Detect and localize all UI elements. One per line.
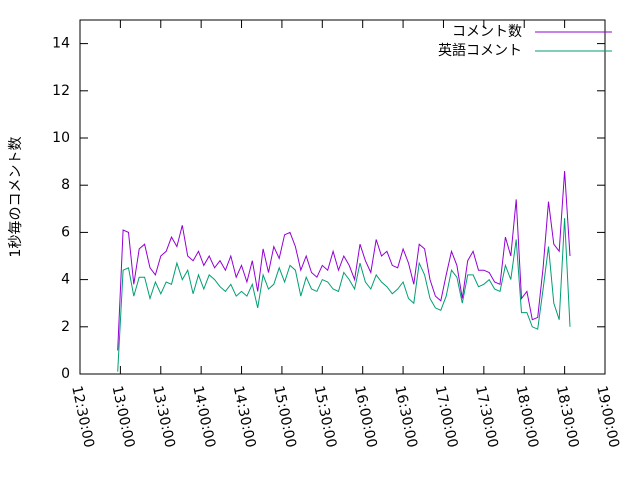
y-tick-label: 8 bbox=[61, 177, 70, 193]
y-axis-label: 1秒毎のコメント数 bbox=[8, 137, 24, 258]
x-tick-label: 18:30:00 bbox=[553, 384, 582, 449]
x-tick-label: 13:30:00 bbox=[149, 384, 178, 449]
y-tick-label: 10 bbox=[52, 130, 70, 146]
x-tick-label: 19:00:00 bbox=[593, 384, 622, 449]
y-tick-label: 2 bbox=[61, 319, 70, 335]
x-tick-label: 12:30:00 bbox=[68, 384, 97, 449]
y-tick-label: 6 bbox=[61, 224, 70, 240]
x-tick-label: 15:30:00 bbox=[310, 384, 339, 449]
x-tick-label: 17:00:00 bbox=[432, 384, 461, 449]
x-tick-label: 13:00:00 bbox=[109, 384, 138, 449]
x-tick-label: 16:00:00 bbox=[351, 384, 380, 449]
x-tick-label: 16:30:00 bbox=[391, 384, 420, 449]
y-tick-label: 14 bbox=[52, 36, 70, 52]
series-line bbox=[117, 170, 571, 351]
x-tick-label: 15:00:00 bbox=[270, 384, 299, 449]
x-tick-label: 17:30:00 bbox=[472, 384, 501, 449]
y-tick-label: 4 bbox=[61, 272, 70, 288]
plot-border bbox=[79, 19, 606, 375]
x-tick-label: 14:00:00 bbox=[189, 384, 218, 449]
x-tick-label: 14:30:00 bbox=[230, 384, 259, 449]
legend-label: 英語コメント bbox=[438, 42, 522, 59]
x-tick-label: 18:00:00 bbox=[512, 384, 541, 449]
y-tick-label: 0 bbox=[61, 366, 70, 382]
series-line bbox=[117, 218, 571, 372]
y-tick-label: 12 bbox=[52, 83, 70, 99]
legend-label: コメント数 bbox=[452, 24, 522, 40]
